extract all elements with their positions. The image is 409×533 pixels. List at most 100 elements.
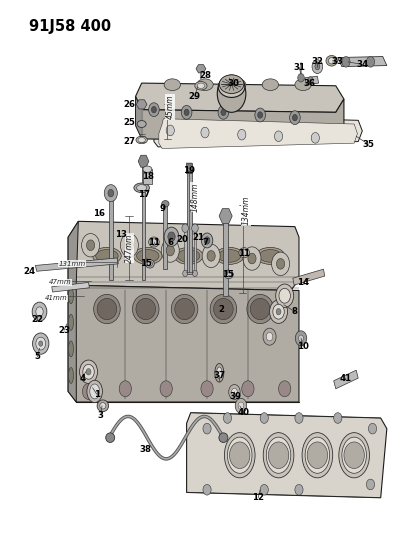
Text: 11: 11 xyxy=(237,249,249,258)
Text: 32: 32 xyxy=(310,58,323,66)
Text: 15: 15 xyxy=(139,260,151,268)
Ellipse shape xyxy=(136,184,146,191)
Bar xyxy=(109,197,112,280)
Ellipse shape xyxy=(250,298,269,320)
Polygon shape xyxy=(138,155,148,167)
Text: 33: 33 xyxy=(331,58,343,66)
Ellipse shape xyxy=(338,433,369,478)
Ellipse shape xyxy=(262,79,278,91)
Ellipse shape xyxy=(138,138,145,142)
Text: 6: 6 xyxy=(167,238,173,247)
Text: 10: 10 xyxy=(297,342,308,351)
Circle shape xyxy=(278,381,290,397)
Circle shape xyxy=(201,233,212,248)
Ellipse shape xyxy=(218,433,227,442)
Ellipse shape xyxy=(301,433,332,478)
Ellipse shape xyxy=(145,260,154,268)
Circle shape xyxy=(151,107,156,113)
Circle shape xyxy=(260,484,267,495)
Text: 4: 4 xyxy=(79,374,85,383)
Text: 7: 7 xyxy=(202,238,207,247)
Ellipse shape xyxy=(164,79,180,91)
Circle shape xyxy=(192,270,197,277)
Polygon shape xyxy=(68,285,298,402)
Polygon shape xyxy=(158,119,357,149)
Text: 41mm: 41mm xyxy=(44,295,67,301)
Circle shape xyxy=(228,384,240,399)
Circle shape xyxy=(83,365,94,379)
Text: 247mm: 247mm xyxy=(125,233,134,263)
Text: 19: 19 xyxy=(182,166,194,175)
Ellipse shape xyxy=(150,239,157,245)
Ellipse shape xyxy=(216,367,221,378)
Circle shape xyxy=(275,284,293,308)
Polygon shape xyxy=(135,83,343,112)
Ellipse shape xyxy=(246,294,273,324)
Polygon shape xyxy=(68,221,78,402)
Circle shape xyxy=(263,328,275,345)
Circle shape xyxy=(200,127,209,138)
Circle shape xyxy=(202,423,211,434)
Ellipse shape xyxy=(68,341,73,357)
Polygon shape xyxy=(186,413,386,498)
Ellipse shape xyxy=(224,433,254,478)
Ellipse shape xyxy=(209,294,236,324)
Ellipse shape xyxy=(194,82,207,90)
Circle shape xyxy=(235,398,246,413)
Circle shape xyxy=(229,442,249,469)
Text: 1: 1 xyxy=(94,390,99,399)
Polygon shape xyxy=(136,100,146,109)
Text: 11: 11 xyxy=(148,238,160,247)
Ellipse shape xyxy=(215,247,243,264)
Ellipse shape xyxy=(213,298,233,320)
Circle shape xyxy=(160,381,172,397)
Circle shape xyxy=(257,112,262,118)
Circle shape xyxy=(275,309,280,315)
Polygon shape xyxy=(35,258,118,271)
Circle shape xyxy=(32,333,49,354)
Text: 28: 28 xyxy=(198,70,211,79)
Circle shape xyxy=(265,333,272,341)
Circle shape xyxy=(241,381,254,397)
Polygon shape xyxy=(196,64,205,73)
Text: 30: 30 xyxy=(227,78,239,87)
Bar xyxy=(186,171,191,274)
Text: 38: 38 xyxy=(139,446,151,455)
Text: 21: 21 xyxy=(192,233,204,242)
Circle shape xyxy=(274,131,282,142)
Bar xyxy=(163,205,167,269)
Ellipse shape xyxy=(132,294,159,324)
Circle shape xyxy=(204,237,209,244)
Bar xyxy=(223,219,227,296)
Circle shape xyxy=(294,484,302,495)
Text: 36: 36 xyxy=(303,78,315,87)
Text: 15: 15 xyxy=(221,270,233,279)
Circle shape xyxy=(182,224,188,232)
Ellipse shape xyxy=(68,314,73,330)
Circle shape xyxy=(238,402,243,409)
Ellipse shape xyxy=(304,437,329,473)
Bar xyxy=(143,169,151,184)
Text: 8: 8 xyxy=(291,307,297,316)
Polygon shape xyxy=(218,208,231,223)
Text: 22: 22 xyxy=(31,315,43,324)
Text: 2: 2 xyxy=(218,304,224,313)
Polygon shape xyxy=(153,115,362,147)
Circle shape xyxy=(311,60,322,74)
Circle shape xyxy=(36,307,43,317)
Circle shape xyxy=(366,56,374,67)
Ellipse shape xyxy=(328,58,334,64)
Circle shape xyxy=(166,125,174,136)
Circle shape xyxy=(202,484,211,495)
Circle shape xyxy=(148,103,159,117)
Circle shape xyxy=(243,247,261,270)
Circle shape xyxy=(366,479,374,490)
Text: 16: 16 xyxy=(92,209,105,218)
Circle shape xyxy=(200,381,213,397)
Polygon shape xyxy=(337,56,386,67)
Circle shape xyxy=(217,75,245,112)
Circle shape xyxy=(182,270,187,277)
Text: 27: 27 xyxy=(123,137,135,146)
Circle shape xyxy=(343,442,364,469)
Bar xyxy=(193,229,196,274)
